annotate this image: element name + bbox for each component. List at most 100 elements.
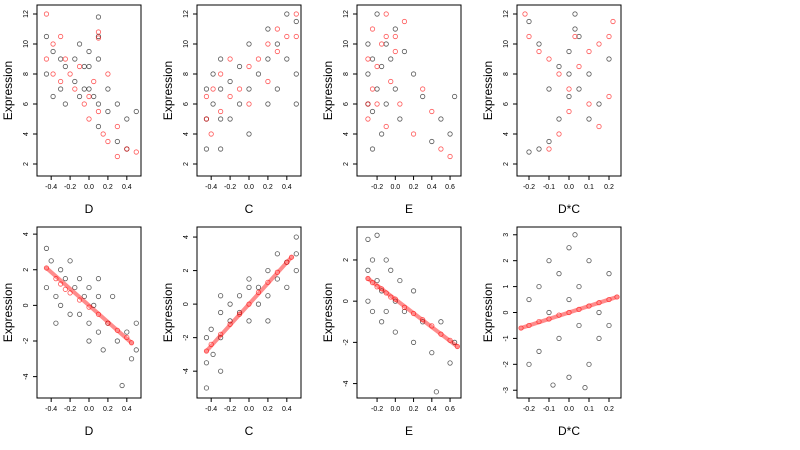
data-point <box>383 33 389 40</box>
data-point <box>365 101 371 107</box>
data-point <box>586 71 592 77</box>
data-point <box>401 48 408 55</box>
data-point <box>43 56 50 62</box>
data-point <box>227 93 233 100</box>
data-point <box>246 276 252 282</box>
data-point <box>62 63 68 70</box>
data-point <box>128 340 135 346</box>
x-tick-label: 0.0 <box>244 184 254 191</box>
data-point <box>218 108 224 115</box>
series-1 <box>365 232 458 395</box>
data-point <box>43 265 50 271</box>
y-tick-label: 2 <box>503 162 510 166</box>
data-point <box>203 360 210 366</box>
data-point <box>246 284 252 290</box>
data-point <box>556 312 562 318</box>
x-tick-label: -0.4 <box>45 406 57 413</box>
data-point <box>236 63 243 70</box>
data-point <box>374 11 380 17</box>
data-point <box>526 18 532 25</box>
data-point <box>58 302 64 308</box>
data-point <box>76 311 83 317</box>
data-point <box>379 286 385 292</box>
y-tick-label: -3 <box>503 387 510 393</box>
data-point <box>433 389 439 395</box>
data-point <box>133 108 139 115</box>
data-point <box>274 41 280 47</box>
x-tick-label: 0.0 <box>564 406 574 413</box>
y-tick-label: 2 <box>343 162 350 166</box>
data-point <box>556 71 562 77</box>
data-point <box>274 26 280 32</box>
data-point <box>105 108 111 115</box>
data-point <box>236 101 243 107</box>
plot-frame <box>36 226 142 399</box>
data-point <box>265 26 271 32</box>
data-point <box>86 116 92 122</box>
data-point <box>91 78 97 85</box>
data-point <box>208 341 214 347</box>
data-point <box>43 284 50 291</box>
x-tick-label: 0.0 <box>244 406 254 413</box>
data-point <box>218 368 224 374</box>
data-point <box>91 302 97 308</box>
x-axis-label: C <box>245 202 254 216</box>
x-tick-label: 0.2 <box>103 184 113 191</box>
data-point <box>576 322 582 329</box>
y-tick-label: 0 <box>183 302 190 306</box>
series-1 <box>526 232 612 391</box>
data-point <box>365 56 371 62</box>
data-point <box>86 48 92 55</box>
data-point <box>76 276 83 282</box>
data-point <box>255 284 262 290</box>
x-tick-label: -0.2 <box>523 406 535 413</box>
x-tick-label: 0.4 <box>122 184 132 191</box>
data-point <box>546 146 552 152</box>
data-point <box>203 146 210 152</box>
data-point <box>438 331 444 337</box>
data-point <box>518 325 524 331</box>
data-point <box>95 276 102 282</box>
data-point <box>50 93 56 100</box>
x-tick-label: 0.1 <box>584 184 594 191</box>
data-point <box>566 309 572 316</box>
data-point <box>274 251 280 257</box>
x-tick-label: -0.2 <box>224 184 236 191</box>
data-point <box>293 251 299 257</box>
data-point <box>606 271 612 277</box>
x-tick-label: 0.2 <box>263 406 273 413</box>
data-point <box>546 309 552 316</box>
data-point <box>536 48 542 55</box>
data-point <box>526 149 532 155</box>
data-point <box>72 78 78 85</box>
data-point <box>114 153 120 160</box>
series-1 <box>203 11 299 152</box>
y-tick-label: 4 <box>23 132 30 136</box>
data-point <box>62 276 68 282</box>
x-axis-label: D*C <box>558 424 580 438</box>
data-point <box>50 41 56 47</box>
data-point <box>246 63 252 70</box>
data-point <box>374 63 380 70</box>
x-tick-label: 0.6 <box>445 184 455 191</box>
data-point <box>536 146 542 152</box>
y-tick-label: 4 <box>343 132 350 136</box>
data-point <box>48 258 54 264</box>
data-point <box>284 56 290 62</box>
data-point <box>293 33 299 40</box>
plot-frame <box>196 4 302 177</box>
y-tick-label: 0 <box>23 303 30 307</box>
data-point <box>556 116 562 122</box>
y-tick-label: 6 <box>343 102 350 106</box>
y-tick-label: -1 <box>503 335 510 341</box>
data-point <box>105 71 111 77</box>
y-tick-label: 6 <box>503 102 510 106</box>
data-point <box>100 131 106 137</box>
data-point <box>86 320 92 326</box>
data-point <box>95 329 102 335</box>
fit-line <box>365 276 460 349</box>
data-point <box>81 101 87 107</box>
data-point <box>236 86 243 92</box>
data-point <box>379 288 385 294</box>
